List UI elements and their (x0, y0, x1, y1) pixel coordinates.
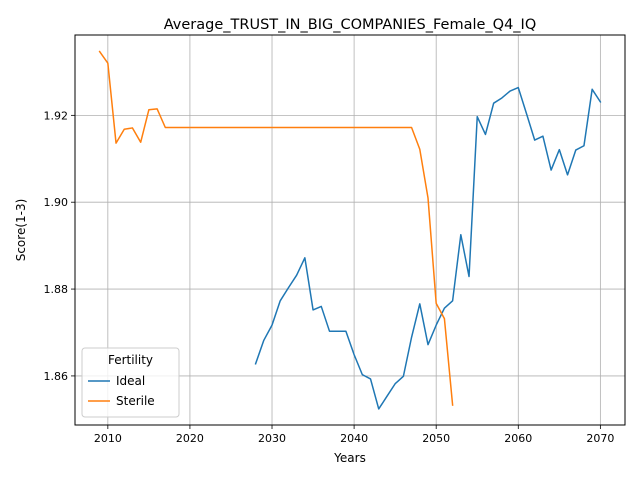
legend: Fertility Ideal Sterile (81, 347, 180, 418)
x-axis-ticks: 2010 2020 2030 2040 2050 2060 2070 (94, 425, 614, 445)
x-tick-label: 2020 (176, 432, 204, 445)
y-tick-label: 1.86 (44, 370, 69, 383)
y-axis-ticks: 1.86 1.88 1.90 1.92 (44, 109, 75, 383)
x-tick-label: 2070 (586, 432, 614, 445)
legend-label-ideal: Ideal (116, 374, 145, 388)
series-line-sterile (98, 50, 454, 406)
legend-label-sterile: Sterile (116, 394, 155, 408)
legend-box (81, 347, 180, 418)
plot-area-frame (74, 34, 626, 426)
chart-title: Average_TRUST_IN_BIG_COMPANIES_Female_Q4… (164, 17, 537, 33)
y-tick-label: 1.92 (44, 109, 69, 122)
y-tick-label: 1.88 (44, 283, 69, 296)
legend-title: Fertility (108, 353, 153, 367)
y-axis-label: Score(1-3) (14, 199, 28, 262)
x-tick-label: 2050 (422, 432, 450, 445)
x-tick-label: 2040 (340, 432, 368, 445)
x-axis-label: Years (333, 451, 366, 465)
y-tick-label: 1.90 (44, 196, 69, 209)
x-tick-label: 2010 (94, 432, 122, 445)
x-tick-label: 2030 (258, 432, 286, 445)
series-layer (98, 50, 602, 410)
series-line-ideal (254, 86, 602, 410)
x-tick-label: 2060 (504, 432, 532, 445)
